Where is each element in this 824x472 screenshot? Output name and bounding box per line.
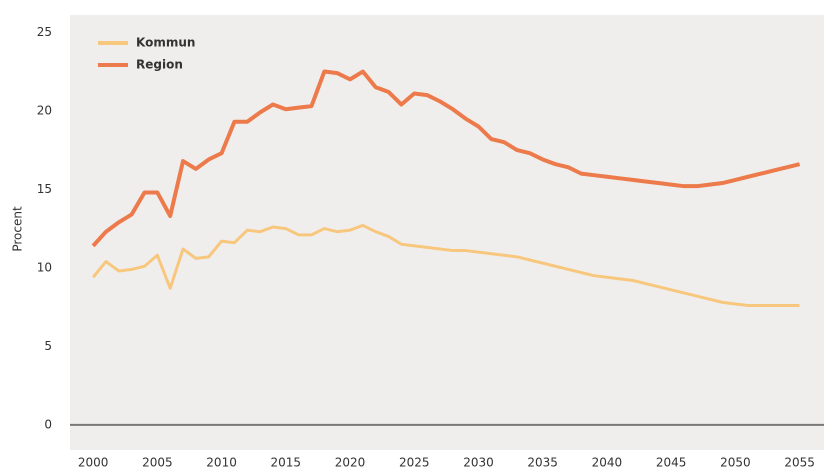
x-tick-label: 2010 — [206, 456, 237, 470]
x-tick-label: 2050 — [720, 456, 751, 470]
x-tick-label: 2000 — [78, 456, 109, 470]
y-axis-label: Procent — [11, 206, 25, 252]
y-tick-label: 10 — [37, 260, 52, 274]
legend-label: Region — [136, 58, 183, 72]
x-tick-label: 2005 — [142, 456, 173, 470]
y-tick-label: 15 — [37, 182, 52, 196]
x-tick-label: 2055 — [784, 456, 815, 470]
plot-background — [70, 15, 824, 450]
x-tick-label: 2025 — [399, 456, 430, 470]
legend-label: Kommun — [136, 36, 195, 50]
y-tick-label: 25 — [37, 25, 52, 39]
x-tick-label: 2030 — [463, 456, 494, 470]
x-tick-label: 2020 — [335, 456, 366, 470]
series-line — [91, 69, 801, 248]
y-tick-label: 20 — [37, 103, 52, 117]
series-line — [91, 223, 800, 308]
x-tick-label: 2015 — [271, 456, 302, 470]
x-tick-label: 2040 — [592, 456, 623, 470]
y-tick-label: 5 — [44, 339, 52, 353]
y-tick-label: 0 — [44, 417, 52, 431]
x-tick-label: 2045 — [656, 456, 687, 470]
x-tick-label: 2035 — [527, 456, 558, 470]
